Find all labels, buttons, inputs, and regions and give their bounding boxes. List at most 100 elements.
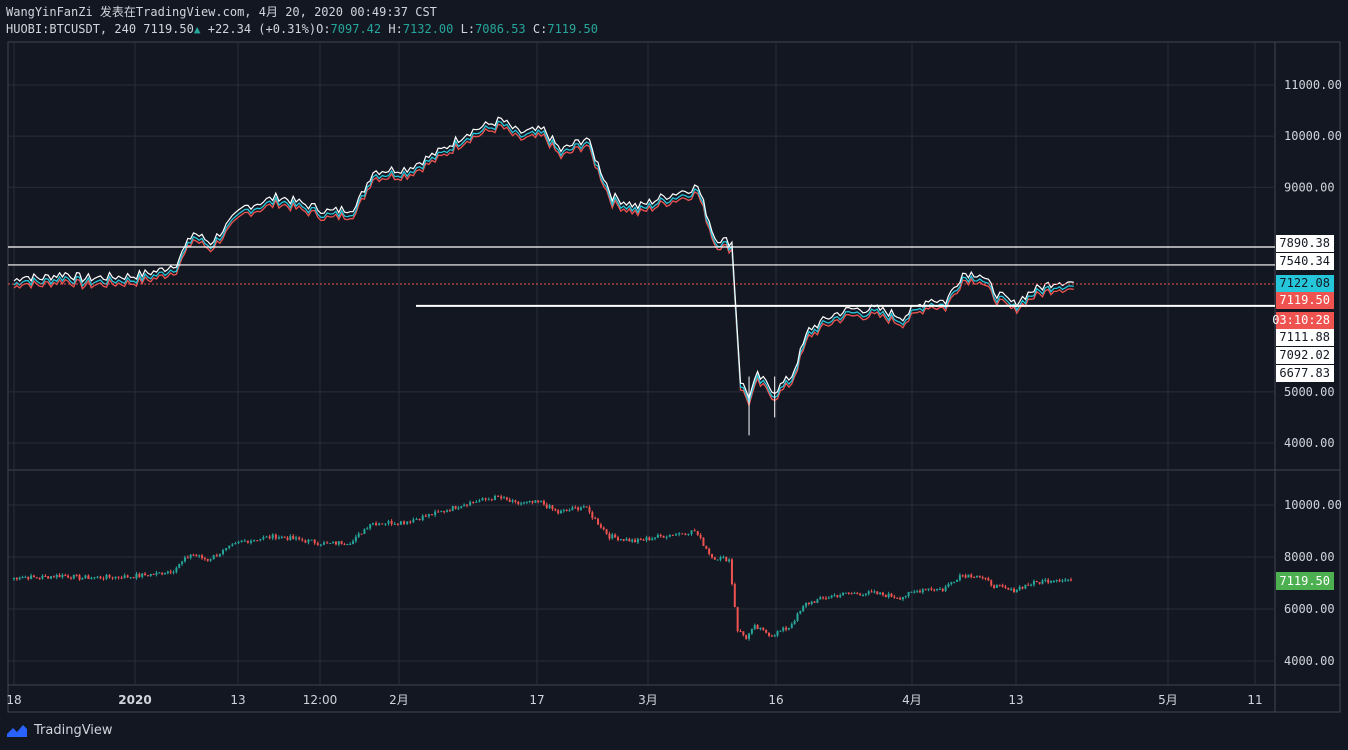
candle-body <box>765 629 768 633</box>
candle-body <box>1035 581 1038 583</box>
candle-body <box>475 501 478 503</box>
candle-body <box>534 500 537 503</box>
candle-body <box>262 537 265 540</box>
candle-body <box>132 577 135 579</box>
candle-body <box>511 500 514 502</box>
candle-body <box>1061 580 1064 582</box>
candle-body <box>654 537 657 539</box>
candle-body <box>588 507 591 513</box>
candle-body <box>690 530 693 535</box>
candle-body <box>146 575 149 577</box>
symbol-label[interactable]: HUOBI:BTCUSDT, 240 <box>6 22 137 36</box>
candle-body <box>554 509 557 511</box>
candle-body <box>387 521 390 524</box>
candle-body <box>893 596 896 598</box>
candle-body <box>144 573 147 576</box>
candle-body <box>195 555 198 557</box>
candle-body <box>748 633 751 639</box>
candle-body <box>742 631 745 636</box>
candle-body <box>443 511 446 513</box>
candle-body <box>481 498 484 501</box>
candle-body <box>950 582 953 584</box>
candle-body <box>301 539 304 541</box>
candle-body <box>998 584 1001 586</box>
price-tag-label: 6677.83 <box>1279 366 1330 380</box>
candle-body <box>24 576 27 578</box>
candle-body <box>93 577 96 579</box>
price-tag-label: 7540.34 <box>1279 254 1330 268</box>
candle-body <box>378 523 381 526</box>
candle-body <box>111 577 114 579</box>
candle-body <box>304 540 307 543</box>
candle-body <box>1001 585 1004 587</box>
candle-body <box>503 497 506 499</box>
candle-body <box>363 529 366 534</box>
candle-body <box>842 592 845 596</box>
candle-body <box>930 588 933 590</box>
candle-body <box>636 538 639 543</box>
candle-body <box>816 599 819 603</box>
candle-body <box>149 573 152 577</box>
candle-body <box>451 505 454 511</box>
candle-body <box>807 602 810 604</box>
candle-body <box>708 548 711 554</box>
candle-body <box>15 577 18 580</box>
candle-body <box>622 539 625 541</box>
candle-body <box>457 507 460 509</box>
candle-body <box>602 527 605 530</box>
candle-body <box>1032 581 1035 585</box>
candle-body <box>1013 588 1015 592</box>
candle-body <box>67 575 70 578</box>
candle-body <box>696 531 699 536</box>
candle-body <box>323 542 326 545</box>
candle-body <box>298 537 301 540</box>
candle-body <box>614 534 617 538</box>
candle-body <box>568 510 571 512</box>
candle-body <box>487 499 490 501</box>
candle-body <box>993 585 996 588</box>
candle-body <box>702 537 705 546</box>
candle-body <box>381 523 384 525</box>
footer-brand[interactable]: TradingView <box>6 722 113 738</box>
candle-body <box>13 577 15 580</box>
price-tick-label: 6000.00 <box>1284 602 1335 616</box>
candle-body <box>728 559 731 562</box>
time-tick-label: 12:00 <box>303 693 338 707</box>
candle-body <box>1004 586 1007 588</box>
candle-body <box>918 591 921 593</box>
candle-body <box>201 555 204 559</box>
candle-body <box>268 536 271 539</box>
up-arrow-icon: ▲ <box>193 23 201 36</box>
candle-body <box>659 534 662 536</box>
candle-body <box>280 536 283 538</box>
candle-body <box>44 575 47 577</box>
candle-body <box>947 583 950 587</box>
candle-body <box>953 581 956 583</box>
candle-body <box>454 505 457 509</box>
candle-body <box>958 575 961 580</box>
candle-body <box>873 591 876 593</box>
candle-body <box>313 539 316 544</box>
price-tag-box <box>1276 235 1334 252</box>
candle-body <box>687 534 690 536</box>
candle-body <box>901 596 904 600</box>
candle-body <box>881 592 884 595</box>
candle-body <box>493 495 496 501</box>
candle-body <box>198 555 201 557</box>
candle-body <box>478 500 481 502</box>
candle-body <box>352 541 355 544</box>
candle-body <box>565 510 568 512</box>
candle-body <box>921 589 924 593</box>
candle-body <box>1015 589 1018 592</box>
candle-body <box>693 530 696 532</box>
candle-body <box>933 589 936 591</box>
candle-body <box>1058 580 1061 582</box>
candle-body <box>975 576 978 578</box>
candle-body <box>286 537 289 540</box>
candle-body <box>427 514 430 517</box>
candle-body <box>611 534 614 539</box>
price-tick-label: 10000.00 <box>1284 129 1342 143</box>
price-tag-box <box>1276 347 1334 364</box>
candle-body <box>69 577 72 579</box>
